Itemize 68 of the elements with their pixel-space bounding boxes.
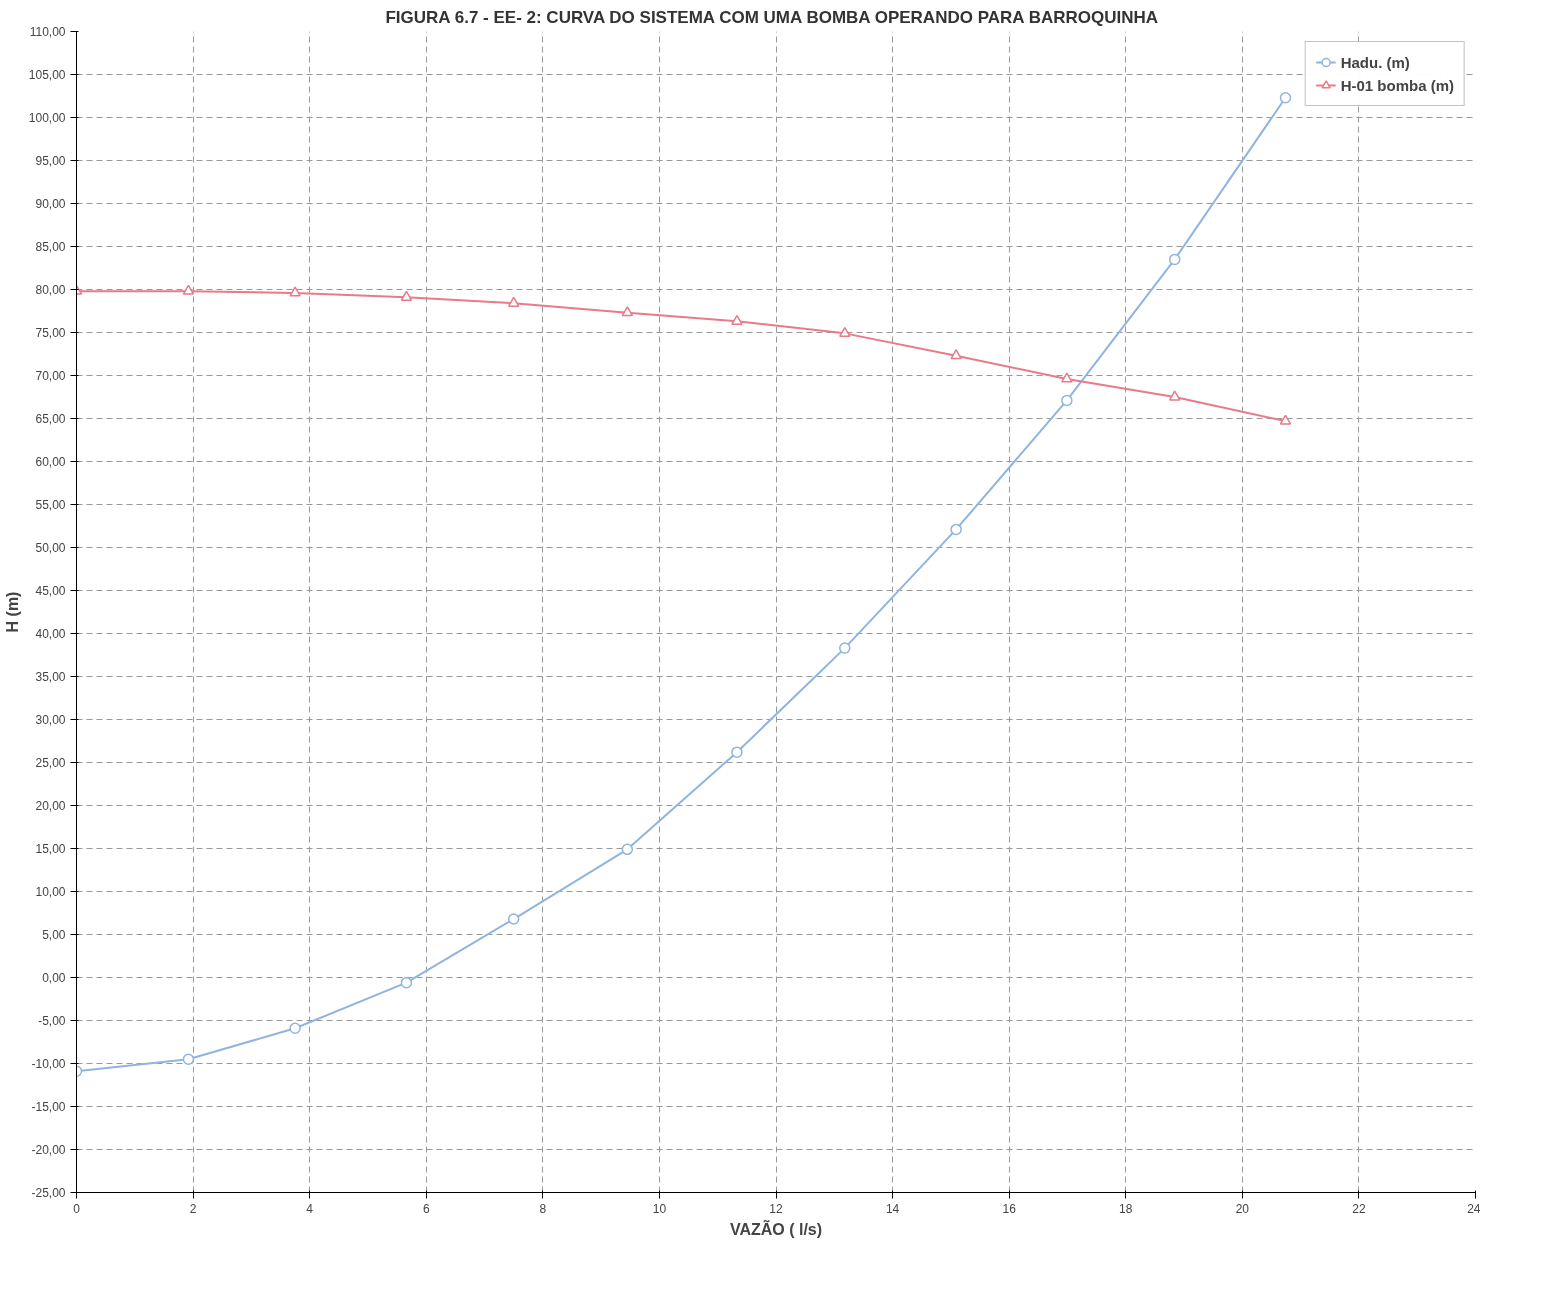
point [950, 349, 962, 360]
y-tick-label: 35,00 [35, 670, 66, 684]
x-axis-title: VAZÃO ( l/s) [729, 1218, 823, 1238]
chart-title: FIGURA 6.7 - EE- 2: CURVA DO SISTEMA COM UMA BOMBA OPERANDO PARA BARROQUINHA [385, 7, 1159, 27]
x-tick-label: 18 [1119, 1201, 1133, 1216]
y-tick-label: -15,00 [31, 1100, 66, 1114]
y-tick-label: 100,00 [28, 111, 66, 125]
point [182, 284, 195, 295]
y-tick-label: 25,00 [35, 756, 66, 770]
y-tick-label: 15,00 [35, 842, 66, 856]
point [400, 976, 413, 989]
x-tick-label: 10 [652, 1201, 667, 1216]
x-tick-label: 6 [422, 1201, 430, 1216]
y-tick-label: 65,00 [35, 412, 66, 426]
x-tick-label: 14 [885, 1201, 900, 1216]
x-tick-label: 4 [306, 1201, 314, 1216]
point [1279, 414, 1292, 425]
y-tick-label: 20,00 [35, 799, 66, 813]
y-tick-label: 75,00 [35, 326, 66, 340]
x-tick-label: 22 [1352, 1201, 1366, 1216]
y-tick-label: 85,00 [35, 240, 66, 254]
x-tick-label: 24 [1467, 1201, 1481, 1216]
y-tick-label: 5,00 [42, 928, 66, 942]
y-tick-label: 40,00 [35, 627, 66, 641]
point [507, 296, 520, 307]
point [1168, 253, 1181, 266]
point [621, 306, 634, 317]
point [621, 843, 634, 856]
y-tick-label: 105,00 [28, 68, 66, 82]
x-tick-label: 12 [769, 1201, 783, 1216]
y-tick-label: 80,00 [35, 283, 66, 297]
point [950, 523, 962, 536]
y-tick-label: 60,00 [35, 455, 66, 469]
y-tick-label: 30,00 [35, 713, 66, 727]
y-tick-label: 95,00 [35, 154, 66, 168]
point [507, 913, 520, 925]
point [731, 746, 743, 758]
y-tick-label: 50,00 [35, 541, 66, 555]
point [289, 1022, 301, 1034]
y-tick-label: 70,00 [35, 369, 66, 383]
y-axis-title: H (m) [3, 591, 21, 633]
point [182, 1053, 195, 1065]
x-tick-label: 20 [1235, 1201, 1250, 1216]
y-tick-label: 45,00 [35, 584, 66, 598]
y-tick-label: 0,00 [42, 971, 66, 985]
x-tick-label: 0 [73, 1201, 81, 1216]
y-tick-label: -25,00 [31, 1186, 66, 1200]
legend-label: Hadu. (m) [1340, 53, 1410, 71]
x-tick-label: 16 [1002, 1201, 1017, 1216]
point [1168, 390, 1181, 401]
y-tick-label: -5,00 [38, 1014, 66, 1028]
point [1279, 91, 1292, 104]
y-tick-label: 10,00 [35, 885, 66, 899]
point [400, 290, 413, 301]
y-tick-label: 90,00 [35, 197, 66, 211]
point [289, 286, 301, 297]
point [1061, 372, 1073, 383]
y-tick-label: -20,00 [31, 1143, 66, 1157]
point [839, 326, 851, 337]
x-tick-label: 2 [189, 1201, 197, 1216]
point [839, 642, 851, 654]
legend-label: H-01 bomba (m) [1340, 76, 1454, 94]
y-tick-label: -10,00 [31, 1057, 66, 1071]
x-tick-label: 8 [539, 1201, 547, 1216]
point [1061, 394, 1073, 407]
y-tick-label: 55,00 [35, 498, 66, 512]
point [731, 314, 743, 325]
y-tick-label: 110,00 [29, 25, 66, 39]
